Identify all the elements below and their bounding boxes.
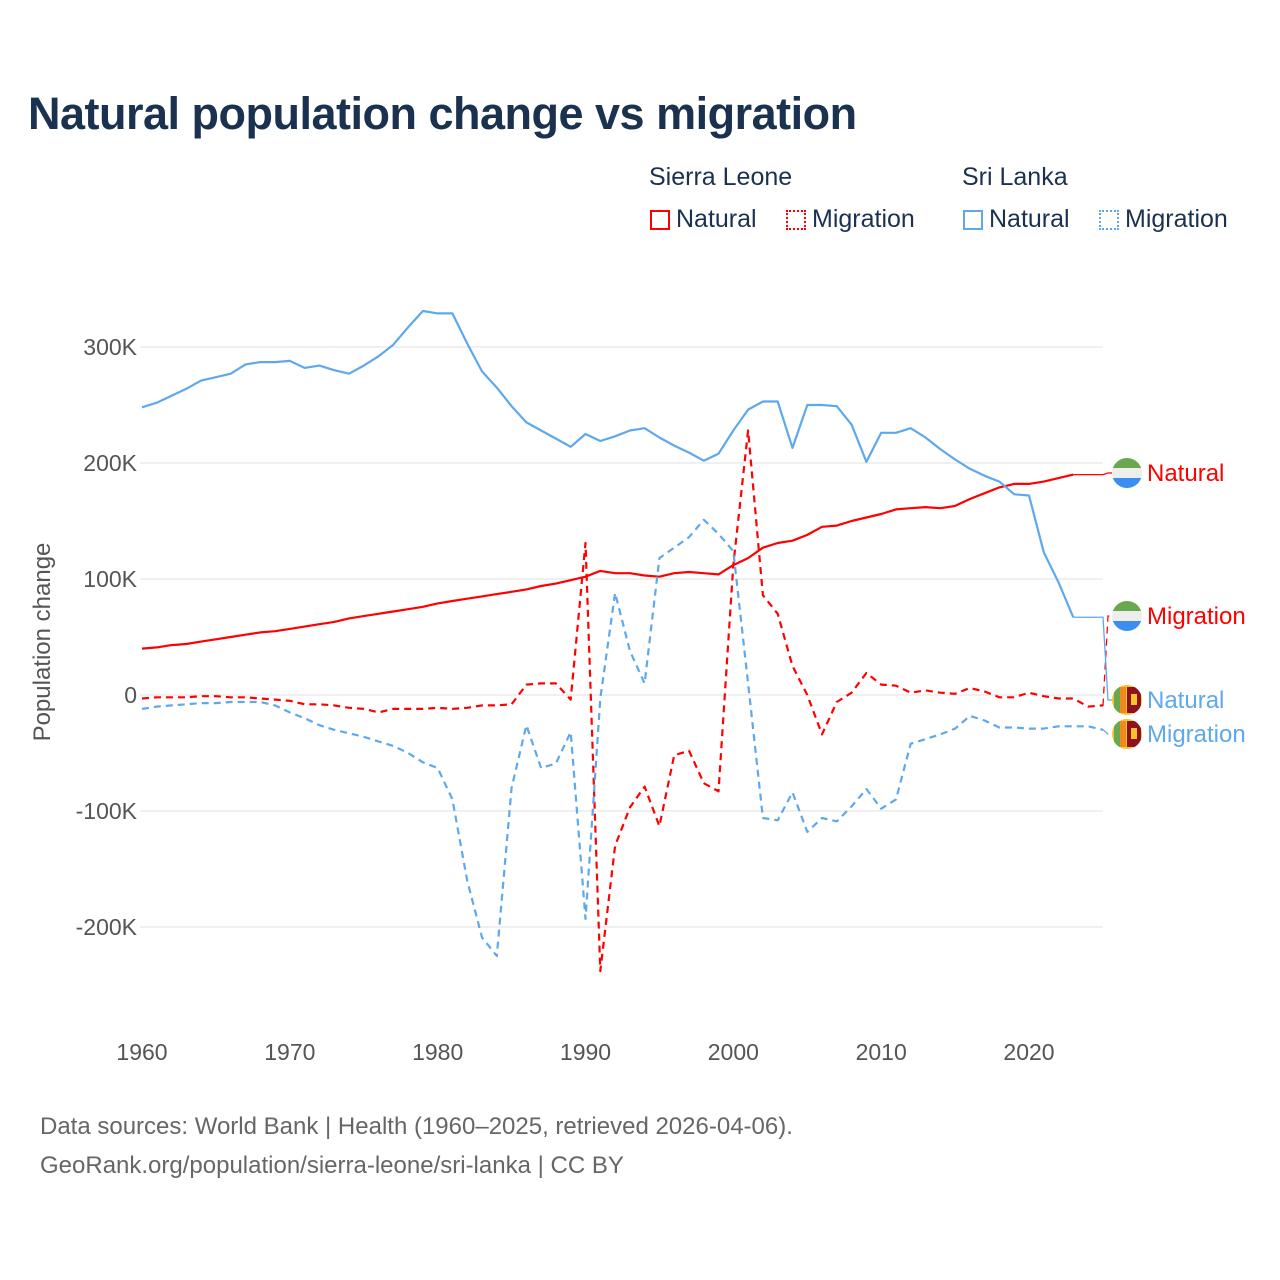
legend-swatch-solid	[650, 209, 670, 230]
series-end-label: Natural	[1147, 687, 1224, 714]
flag-lion	[1131, 694, 1137, 705]
legend-group-sri-lanka: Sri Lanka	[962, 163, 1068, 191]
flag-body	[1112, 685, 1142, 715]
y-tick-label: 0	[124, 682, 137, 708]
label-connector	[1073, 472, 1112, 476]
flag-stripe	[1112, 478, 1142, 488]
x-tick-label: 1990	[560, 1039, 611, 1065]
series-line-sierra-leone-natural	[141, 473, 1074, 650]
legend-sierra-leone-natural[interactable]: Natural	[650, 205, 757, 234]
series-line-sierra-leone-migration	[141, 429, 1103, 973]
legend-sierra-leone-migration[interactable]: Migration	[786, 205, 915, 234]
label-connector	[1102, 729, 1112, 735]
legend-swatch-solid	[963, 209, 983, 230]
series-line-sri-lanka-natural	[141, 309, 1075, 618]
legend-sri-lanka-natural[interactable]: Natural	[963, 205, 1070, 234]
y-tick-label: -100K	[76, 798, 138, 824]
series-end-label: Migration	[1147, 603, 1246, 630]
label-connector	[1073, 616, 1112, 701]
chart-title: Natural population change vs migration	[28, 88, 857, 139]
legend-label: Natural	[676, 205, 757, 233]
sierra-leone-flag-icon	[1112, 458, 1142, 488]
series-line-sri-lanka-migration	[141, 518, 1104, 958]
y-axis-label: Population change	[29, 543, 56, 742]
source-link[interactable]: GeoRank.org/population/sierra-leone/sri-…	[40, 1152, 624, 1179]
x-tick-label: 2000	[708, 1039, 759, 1065]
sri-lanka-flag-icon	[1112, 685, 1142, 715]
y-tick-label: -200K	[76, 914, 138, 940]
legend-label: Natural	[989, 205, 1070, 233]
x-tick-label: 1960	[116, 1039, 167, 1065]
sri-lanka-flag-icon	[1112, 719, 1142, 749]
sierra-leone-flag-icon	[1112, 601, 1142, 631]
flag-stripe	[1112, 468, 1142, 478]
x-tick-label: 1980	[412, 1039, 463, 1065]
y-tick-label: 200K	[83, 450, 137, 476]
y-tick-label: 100K	[83, 566, 137, 592]
flag-stripe	[1112, 458, 1142, 468]
flag-stripe	[1114, 687, 1120, 713]
x-tick-label: 2010	[856, 1039, 907, 1065]
flag-stripe	[1114, 721, 1120, 747]
flag-stripe	[1120, 687, 1126, 713]
series-end-label: Natural	[1147, 460, 1224, 487]
x-tick-label: 1970	[264, 1039, 315, 1065]
legend-label: Migration	[1125, 205, 1228, 233]
data-sources: Data sources: World Bank | Health (1960–…	[40, 1113, 793, 1140]
legend-sri-lanka-migration[interactable]: Migration	[1099, 205, 1228, 234]
legend-swatch-dotted	[786, 209, 806, 230]
y-tick-label: 300K	[83, 334, 137, 360]
flag-stripe	[1112, 621, 1142, 631]
legend-group-sierra-leone: Sierra Leone	[649, 163, 793, 191]
flag-body	[1112, 719, 1142, 749]
footer: Data sources: World Bank | Health (1960–…	[40, 1107, 793, 1185]
flag-body	[1112, 601, 1142, 631]
legend-swatch-dotted	[1099, 209, 1119, 230]
series-end-label: Migration	[1147, 721, 1246, 748]
flag-lion	[1131, 728, 1137, 739]
flag-stripe	[1120, 721, 1126, 747]
flag-body	[1112, 458, 1142, 488]
x-tick-label: 2020	[1003, 1039, 1054, 1065]
label-connector	[1102, 615, 1112, 707]
flag-stripe	[1112, 611, 1142, 621]
legend-label: Migration	[812, 205, 915, 233]
flag-stripe	[1112, 601, 1142, 611]
